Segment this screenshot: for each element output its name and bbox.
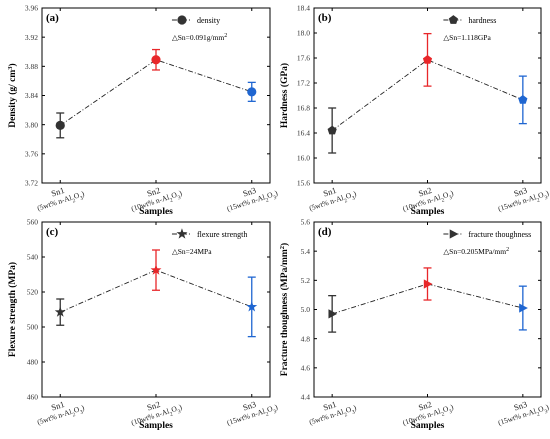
data-point bbox=[150, 264, 162, 275]
x-tick-label-group: Sn3(15wt% n-Al2O3) bbox=[497, 185, 550, 213]
y-tick-label: 3.92 bbox=[25, 33, 38, 42]
data-point bbox=[247, 87, 257, 97]
y-tick-label: 560 bbox=[27, 218, 39, 227]
data-point bbox=[55, 120, 65, 130]
x-tick-label: Sn2 bbox=[417, 185, 433, 199]
y-axis-title: Density (g/ cm3) bbox=[7, 63, 19, 127]
delta-annotation: △Sn=24MPa bbox=[172, 247, 212, 256]
y-tick-label: 17.6 bbox=[297, 54, 310, 63]
y-tick-label: 3.96 bbox=[25, 4, 38, 13]
series-line bbox=[332, 283, 523, 315]
y-tick-label: 18.0 bbox=[297, 29, 310, 38]
y-axis-title: Flexure strength (MPa) bbox=[7, 262, 18, 357]
legend-label: density bbox=[197, 16, 220, 25]
y-tick-label: 3.80 bbox=[25, 120, 38, 129]
delta-annotation: △Sn=1.118GPa bbox=[443, 33, 491, 42]
x-tick-label-group: Sn1(5wt% n-Al2O3) bbox=[308, 185, 358, 213]
x-tick-label: Sn1 bbox=[322, 399, 338, 413]
y-axis-title: Fracture thoughness (MPa/mm2) bbox=[279, 243, 291, 376]
data-point bbox=[518, 95, 528, 104]
y-tick-label: 4.6 bbox=[301, 363, 311, 372]
y-tick-label: 520 bbox=[27, 288, 39, 297]
x-tick-label-group: Sn3(15wt% n-Al2O3) bbox=[226, 399, 279, 427]
legend-marker bbox=[177, 15, 187, 25]
panel-label: (b) bbox=[318, 12, 332, 24]
data-point bbox=[519, 303, 528, 313]
x-tick-label: Sn1 bbox=[50, 185, 66, 199]
y-tick-label: 5.4 bbox=[301, 247, 311, 256]
legend-label: fracture thoughness bbox=[468, 230, 531, 239]
y-tick-label: 18.4 bbox=[297, 4, 310, 13]
x-tick-label: Sn2 bbox=[417, 399, 433, 413]
y-tick-label: 540 bbox=[27, 253, 39, 262]
legend-label: flexure strength bbox=[197, 230, 247, 239]
y-tick-label: 5.2 bbox=[301, 276, 311, 285]
legend-marker bbox=[448, 15, 458, 24]
y-tick-label: 3.72 bbox=[25, 179, 38, 188]
panel-label: (a) bbox=[46, 12, 59, 24]
y-tick-label: 5.0 bbox=[301, 305, 311, 314]
y-tick-label: 460 bbox=[27, 393, 39, 402]
y-tick-label: 16.0 bbox=[297, 154, 310, 163]
series-line bbox=[331, 59, 524, 131]
panel-label: (d) bbox=[318, 226, 332, 238]
data-point bbox=[327, 125, 337, 135]
data-point bbox=[423, 279, 433, 289]
legend-marker bbox=[449, 229, 459, 239]
plot-frame bbox=[41, 7, 271, 184]
data-point bbox=[246, 301, 258, 312]
y-tick-label: 3.84 bbox=[25, 91, 38, 100]
chart-panel-2: 15.6 16.0 16.4 16.8 17.2 17.6 18.0 18.4 Sn1(5wt%… bbox=[279, 4, 550, 217]
y-tick-label: 17.2 bbox=[297, 79, 310, 88]
x-tick-label: Sn2 bbox=[146, 399, 162, 413]
x-tick-label: Sn3 bbox=[241, 185, 257, 199]
legend-marker bbox=[176, 228, 188, 239]
data-point bbox=[151, 55, 161, 65]
x-tick-label: Sn1 bbox=[322, 185, 338, 199]
x-tick-label-group: Sn3(15wt% n-Al2O3) bbox=[226, 185, 279, 213]
x-tick-label: Sn3 bbox=[513, 185, 529, 199]
series-line bbox=[59, 59, 252, 126]
y-tick-label: 3.76 bbox=[25, 149, 38, 158]
panel-label: (c) bbox=[46, 226, 59, 238]
x-tick-label-group: Sn1(5wt% n-Al2O3) bbox=[36, 399, 86, 427]
x-axis-title: Samples bbox=[411, 421, 445, 431]
chart-panel-1: 3.72 3.76 3.80 3.84 3.88 3.92 3.96 Sn1(5wt% n-A… bbox=[7, 4, 280, 217]
data-point bbox=[422, 55, 433, 64]
plot-frame bbox=[41, 221, 271, 398]
y-axis-title: Hardness (GPa) bbox=[279, 63, 290, 128]
delta-annotation: △Sn=0.091g/mm2 bbox=[172, 33, 227, 42]
x-tick-label: Sn3 bbox=[513, 399, 529, 413]
y-tick-label: 4.4 bbox=[301, 393, 311, 402]
delta-annotation: △Sn=0.205MPa/mm2 bbox=[443, 247, 509, 256]
x-tick-label: Sn1 bbox=[50, 399, 66, 413]
x-tick-label-group: Sn1(5wt% n-Al2O3) bbox=[36, 185, 86, 213]
y-tick-label: 16.8 bbox=[297, 104, 310, 113]
x-tick-label: Sn3 bbox=[241, 399, 257, 413]
data-point bbox=[328, 309, 338, 319]
x-axis-title: Samples bbox=[139, 207, 173, 217]
y-tick-label: 5.6 bbox=[301, 218, 311, 227]
x-tick-label-group: Sn3(15wt% n-Al2O3) bbox=[497, 399, 550, 427]
x-axis-title: Samples bbox=[411, 207, 445, 217]
x-tick-label-group: Sn1(5wt% n-Al2O3) bbox=[308, 399, 358, 427]
x-axis-title: Samples bbox=[139, 421, 173, 431]
legend-label: hardness bbox=[468, 16, 496, 25]
x-tick-label: Sn2 bbox=[146, 185, 162, 199]
y-tick-label: 16.4 bbox=[297, 129, 310, 138]
y-tick-label: 3.88 bbox=[25, 62, 38, 71]
y-tick-label: 480 bbox=[27, 358, 39, 367]
y-tick-label: 4.8 bbox=[301, 334, 311, 343]
y-tick-label: 15.6 bbox=[297, 179, 310, 188]
data-point bbox=[54, 306, 66, 317]
y-tick-label: 500 bbox=[27, 323, 39, 332]
